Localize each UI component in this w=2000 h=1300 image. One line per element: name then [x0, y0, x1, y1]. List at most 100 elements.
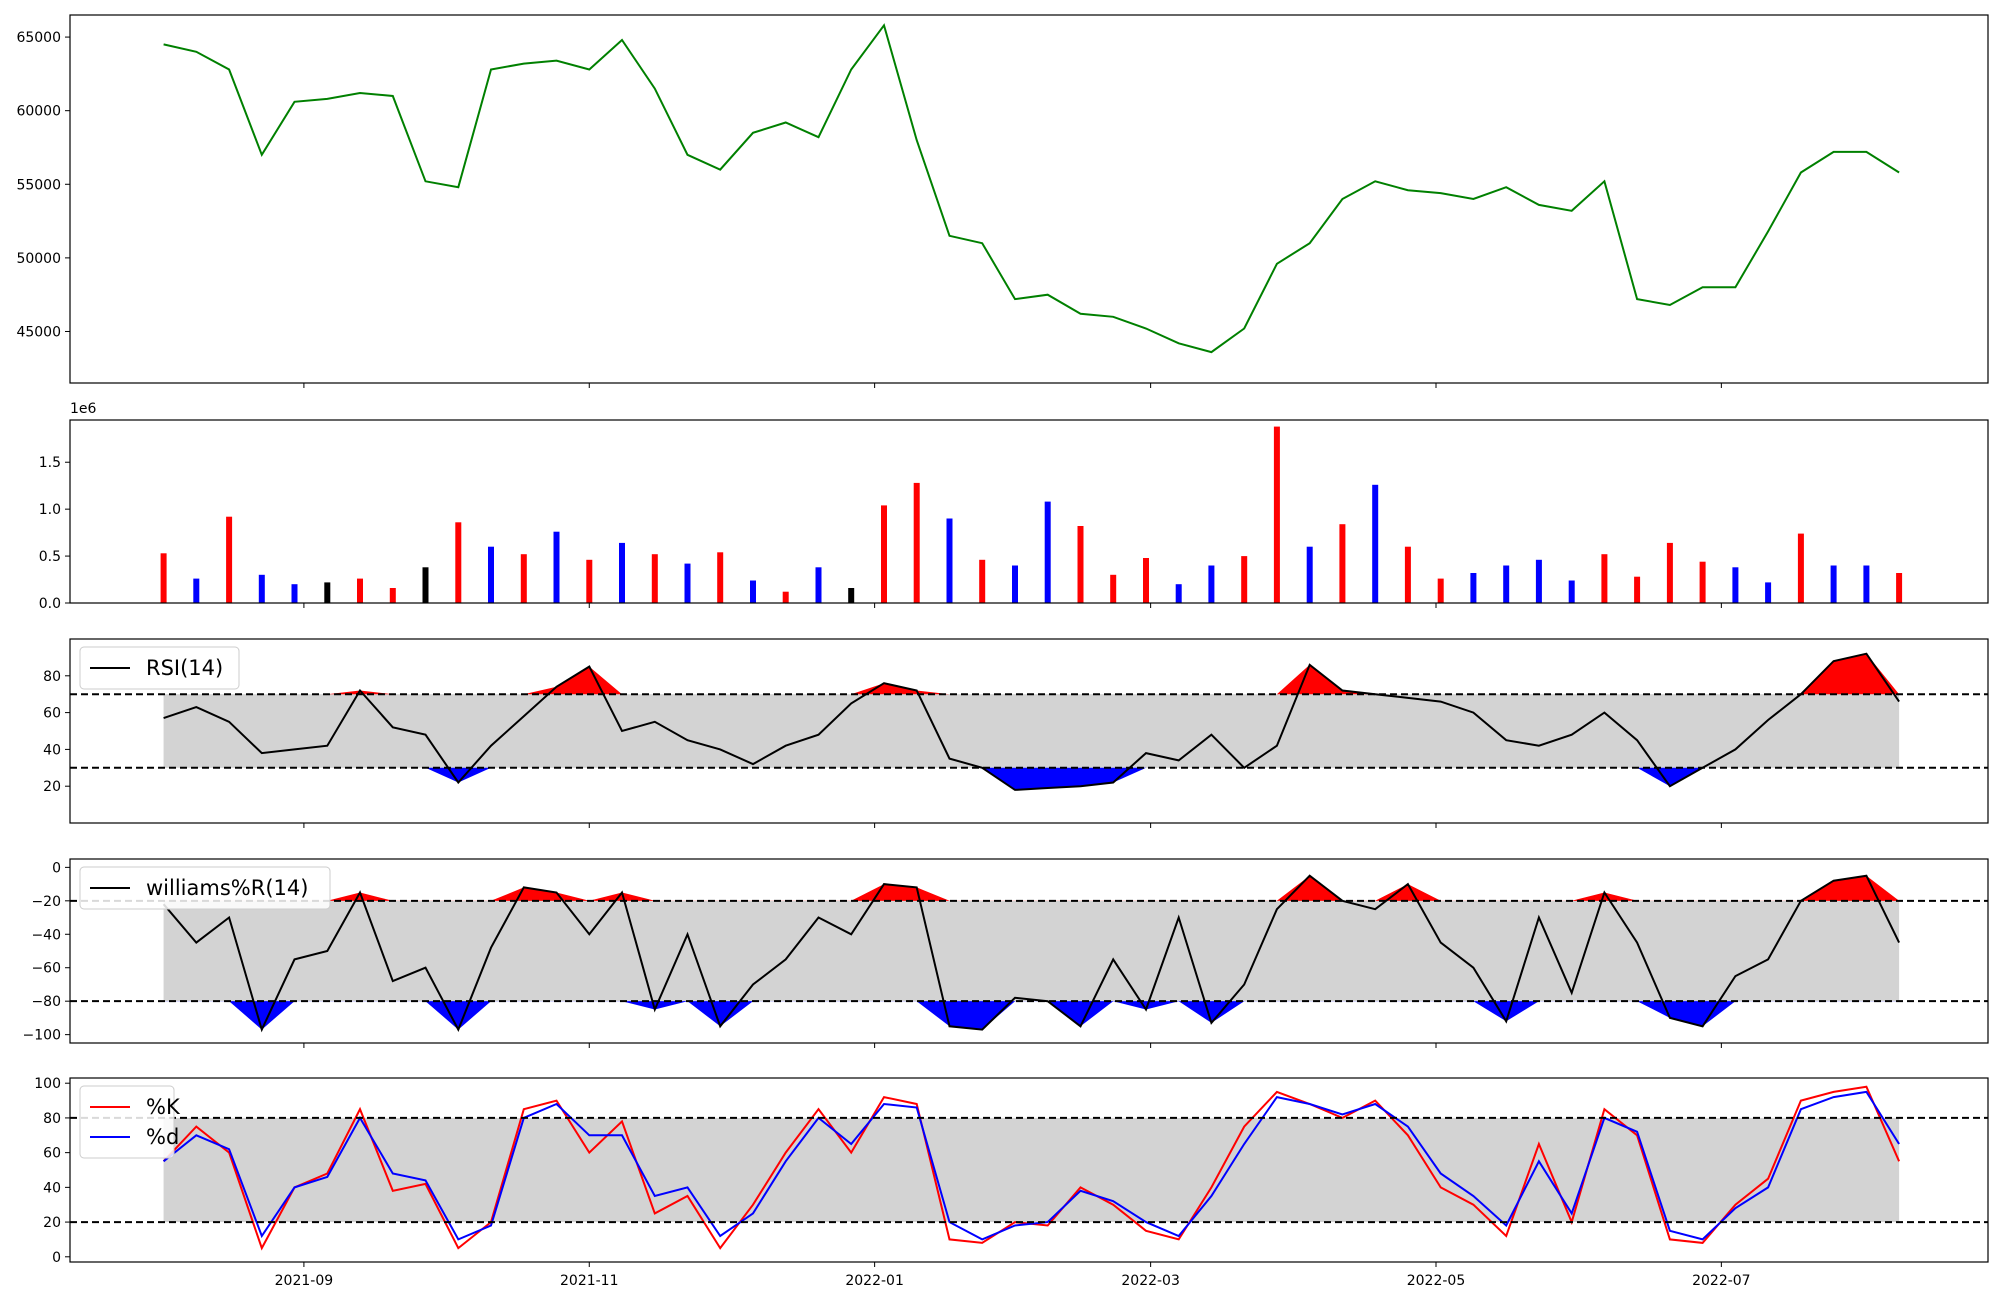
williams-frame — [69, 858, 1989, 1044]
volume-bar — [1437, 578, 1444, 603]
rsi-oversold-fill — [163, 767, 1900, 790]
volume-bar — [1896, 573, 1903, 603]
y-tick-label: −20 — [31, 894, 61, 910]
y-tick-label: −60 — [31, 961, 61, 977]
y-tick-label: 100 — [34, 1076, 61, 1092]
volume-bar — [1535, 559, 1542, 603]
volume-bar — [1601, 554, 1608, 603]
y-tick-label: 80 — [43, 1111, 61, 1127]
x-tick-label: 2022-07 — [1692, 1273, 1751, 1289]
volume-bar — [684, 563, 691, 603]
volume-bar — [586, 559, 593, 603]
stoch-line-d — [162, 1090, 1900, 1241]
volume-bar — [1470, 573, 1477, 603]
volume-bar — [913, 482, 920, 603]
volume-bar — [1208, 565, 1215, 603]
volume-bar — [1503, 565, 1510, 603]
volume-bar — [717, 552, 724, 603]
volume-bar — [1273, 426, 1280, 603]
williams-plot-area — [162, 874, 1900, 1033]
x-tick-label: 2022-03 — [1121, 1273, 1180, 1289]
volume-bar — [1110, 574, 1117, 603]
legend-box — [79, 866, 331, 910]
y-tick-label: −80 — [31, 994, 61, 1010]
stochastic-frame — [69, 1077, 1989, 1263]
rsi-plot-area — [163, 652, 1900, 791]
y-tick-label: 0 — [52, 860, 61, 876]
volume-bar — [946, 518, 953, 603]
volume-bar — [226, 516, 233, 603]
volume-bar — [782, 591, 789, 603]
volume-bar — [291, 584, 298, 603]
y-tick-label: 20 — [43, 1215, 61, 1231]
y-tick-label: 1.5 — [39, 455, 61, 471]
price-plot-area — [163, 23, 1900, 354]
rsi-legend: RSI(14) — [79, 646, 240, 690]
stochastic-legend: %K %d — [79, 1085, 181, 1159]
y-tick-label: −100 — [23, 1028, 61, 1044]
volume-bar — [553, 531, 560, 603]
y-tick-label: 0.5 — [39, 549, 61, 565]
rsi-frame — [69, 638, 1989, 824]
volume-bar — [258, 574, 265, 603]
price-frame — [69, 14, 1989, 384]
volume-bar — [1077, 526, 1084, 603]
volume-plot-area — [160, 426, 1903, 603]
y-tick-label: 0.0 — [39, 596, 61, 612]
williams-oversold-fill — [163, 1001, 1900, 1030]
y-tick-label: 1.0 — [39, 502, 61, 518]
stochastic-neutral-band — [163, 1117, 1900, 1223]
x-tick-label: 2022-05 — [1407, 1273, 1466, 1289]
volume-bar — [1012, 565, 1018, 603]
panel-volume: 0.0 0.5 1.0 1.5 1e6 — [39, 401, 1989, 612]
y-tick-label: 55000 — [16, 177, 61, 193]
volume-bar — [1830, 565, 1837, 603]
y-tick-label: 60000 — [16, 104, 61, 120]
volume-bar — [1765, 582, 1772, 603]
volume-bar — [488, 546, 494, 603]
panel-stochastic: 0 20 40 60 80 100 %K %d — [34, 1076, 1989, 1266]
volume-bar — [848, 588, 855, 603]
volume-bar — [422, 567, 429, 603]
volume-offset-label: 1e6 — [70, 401, 97, 417]
legend-box — [79, 1085, 175, 1159]
y-tick-label: 60 — [43, 706, 61, 722]
williams-line — [162, 874, 1900, 1033]
stochastic-plot-area — [162, 1085, 1901, 1251]
y-tick-label: 0 — [52, 1250, 61, 1266]
volume-bar — [389, 588, 396, 603]
panel-williams: −100 −80 −60 −40 −20 0 williams%R(14) — [23, 858, 1989, 1044]
rsi-overbought-fill — [163, 653, 1900, 695]
volume-bar — [1372, 484, 1379, 603]
volume-bar — [1241, 556, 1248, 603]
volume-bar — [979, 559, 986, 603]
x-tick-label: 2021-09 — [275, 1273, 334, 1289]
volume-bar — [1143, 558, 1149, 603]
y-tick-label: 40 — [43, 1180, 61, 1196]
volume-bar — [1306, 546, 1313, 603]
volume-bar — [193, 578, 200, 603]
volume-bar — [815, 567, 822, 603]
volume-bar — [1568, 580, 1575, 603]
y-tick-label: 40 — [43, 742, 61, 758]
volume-bar — [651, 554, 658, 603]
y-tick-label: 45000 — [16, 324, 61, 340]
volume-bar — [455, 522, 462, 603]
y-tick-label: 80 — [43, 669, 61, 685]
y-tick-label: 20 — [43, 779, 61, 795]
volume-bar — [520, 554, 527, 603]
legend-label: %K — [146, 1095, 181, 1119]
volume-bar — [1699, 561, 1706, 603]
volume-bar — [619, 542, 625, 603]
rsi-neutral-band — [163, 694, 1900, 768]
legend-label: williams%R(14) — [146, 876, 308, 900]
legend-label: %d — [146, 1125, 179, 1149]
legend-label: RSI(14) — [146, 656, 223, 680]
volume-bar — [1863, 565, 1870, 603]
chart-panels: 45000 50000 55000 60000 65000 0.0 0.5 1.0 1.5 1e6… — [16, 14, 1989, 1289]
volume-bar — [750, 580, 756, 603]
volume-bar — [1666, 542, 1673, 603]
williams-overbought-fill — [163, 875, 1900, 901]
rsi-line — [163, 652, 1900, 791]
